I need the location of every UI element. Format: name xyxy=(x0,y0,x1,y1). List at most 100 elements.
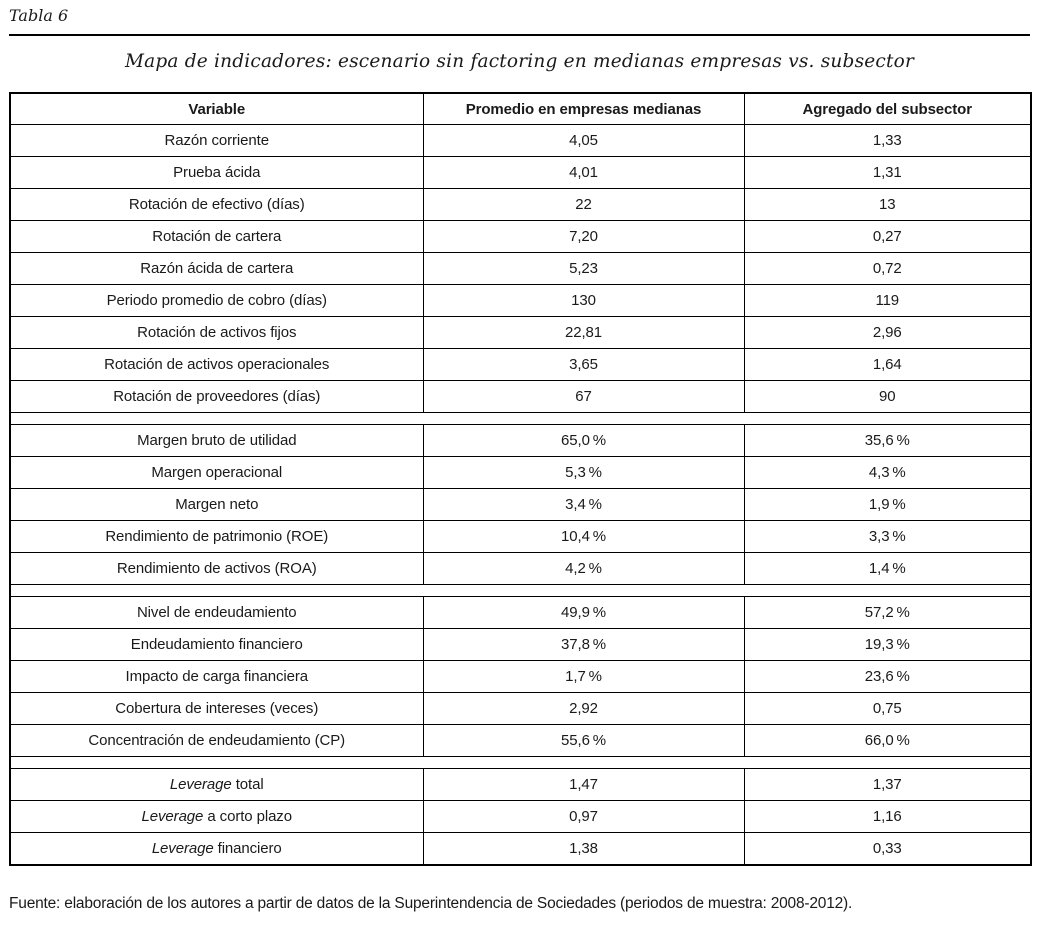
table-row: Periodo promedio de cobro (días) 130 119 xyxy=(9,284,1032,317)
subsector-value-cell: 1,9 % xyxy=(743,488,1032,521)
header-row: Variable Promedio en empresas medianas A… xyxy=(9,92,1032,125)
subsector-value-cell: 13 xyxy=(743,188,1032,221)
medianas-value-cell: 55,6 % xyxy=(422,724,745,757)
table-row: Concentración de endeudamiento (CP) 55,6 … xyxy=(9,724,1032,757)
table-row: Rendimiento de activos (ROA) 4,2 % 1,4 % xyxy=(9,552,1032,585)
subsector-value-cell: 1,33 xyxy=(743,124,1032,157)
variable-cell: Leverage a corto plazo xyxy=(9,800,424,833)
column-header-medianas: Promedio en empresas medianas xyxy=(422,92,745,125)
variable-cell: Impacto de carga financiera xyxy=(9,660,424,693)
variable-cell: Rotación de efectivo (días) xyxy=(9,188,424,221)
subsector-value-cell: 19,3 % xyxy=(743,628,1032,661)
medianas-value-cell: 22 xyxy=(422,188,745,221)
table-row: Cobertura de intereses (veces) 2,92 0,75 xyxy=(9,692,1032,725)
table-row: Leverage a corto plazo 0,97 1,16 xyxy=(9,800,1032,833)
variable-cell: Endeudamiento financiero xyxy=(9,628,424,661)
medianas-value-cell: 65,0 % xyxy=(422,424,745,457)
medianas-value-cell: 130 xyxy=(422,284,745,317)
variable-cell: Rendimiento de patrimonio (ROE) xyxy=(9,520,424,553)
variable-cell: Concentración de endeudamiento (CP) xyxy=(9,724,424,757)
subsector-value-cell: 1,64 xyxy=(743,348,1032,381)
variable-cell: Cobertura de intereses (veces) xyxy=(9,692,424,725)
variable-cell: Razón ácida de cartera xyxy=(9,252,424,285)
table-row: Razón corriente 4,05 1,33 xyxy=(9,124,1032,157)
subsector-value-cell: 2,96 xyxy=(743,316,1032,349)
table-row: Margen neto 3,4 % 1,9 % xyxy=(9,488,1032,521)
table-row: Rotación de activos fijos 22,81 2,96 xyxy=(9,316,1032,349)
variable-cell: Rotación de proveedores (días) xyxy=(9,380,424,413)
subsector-value-cell: 0,72 xyxy=(743,252,1032,285)
table-title: Mapa de indicadores: escenario sin facto… xyxy=(125,51,914,72)
header-rule xyxy=(9,34,1030,36)
group-separator-cell xyxy=(9,756,1032,769)
subsector-value-cell: 1,31 xyxy=(743,156,1032,189)
subsector-value-cell: 0,27 xyxy=(743,220,1032,253)
subsector-value-cell: 1,37 xyxy=(743,768,1032,801)
group-separator-row xyxy=(9,412,1032,425)
medianas-value-cell: 5,23 xyxy=(422,252,745,285)
medianas-value-cell: 4,2 % xyxy=(422,552,745,585)
subsector-value-cell: 119 xyxy=(743,284,1032,317)
indicators-table: Variable Promedio en empresas medianas A… xyxy=(9,92,1032,866)
subsector-value-cell: 90 xyxy=(743,380,1032,413)
table-row: Rotación de efectivo (días) 22 13 xyxy=(9,188,1032,221)
variable-cell: Rotación de activos operacionales xyxy=(9,348,424,381)
table-row: Leverage financiero 1,38 0,33 xyxy=(9,832,1032,866)
table-body: Razón corriente 4,05 1,33 Prueba ácida 4,01 1… xyxy=(9,124,1032,866)
variable-cell: Nivel de endeudamiento xyxy=(9,596,424,629)
group-separator-row xyxy=(9,756,1032,769)
subsector-value-cell: 35,6 % xyxy=(743,424,1032,457)
subsector-value-cell: 23,6 % xyxy=(743,660,1032,693)
table-row: Rotación de activos operacionales 3,65 1,6… xyxy=(9,348,1032,381)
variable-cell: Margen neto xyxy=(9,488,424,521)
medianas-value-cell: 1,47 xyxy=(422,768,745,801)
table-row: Margen bruto de utilidad 65,0 % 35,6 % xyxy=(9,424,1032,457)
table-row: Rotación de proveedores (días) 67 90 xyxy=(9,380,1032,413)
table-row: Rotación de cartera 7,20 0,27 xyxy=(9,220,1032,253)
medianas-value-cell: 2,92 xyxy=(422,692,745,725)
variable-cell: Margen operacional xyxy=(9,456,424,489)
medianas-value-cell: 7,20 xyxy=(422,220,745,253)
variable-cell: Prueba ácida xyxy=(9,156,424,189)
table-number-label: Tabla 6 xyxy=(9,6,69,25)
medianas-value-cell: 37,8 % xyxy=(422,628,745,661)
subsector-value-cell: 66,0 % xyxy=(743,724,1032,757)
column-header-variable: Variable xyxy=(9,92,424,125)
medianas-value-cell: 5,3 % xyxy=(422,456,745,489)
variable-cell: Rotación de cartera xyxy=(9,220,424,253)
subsector-value-cell: 0,75 xyxy=(743,692,1032,725)
group-separator-cell xyxy=(9,584,1032,597)
table-row: Prueba ácida 4,01 1,31 xyxy=(9,156,1032,189)
subsector-value-cell: 4,3 % xyxy=(743,456,1032,489)
table-row: Leverage total 1,47 1,37 xyxy=(9,768,1032,801)
table-row: Rendimiento de patrimonio (ROE) 10,4 % 3,3… xyxy=(9,520,1032,553)
table-row: Razón ácida de cartera 5,23 0,72 xyxy=(9,252,1032,285)
subsector-value-cell: 0,33 xyxy=(743,832,1032,866)
table-row: Endeudamiento financiero 37,8 % 19,3 % xyxy=(9,628,1032,661)
variable-cell: Periodo promedio de cobro (días) xyxy=(9,284,424,317)
group-separator-row xyxy=(9,584,1032,597)
variable-cell: Leverage total xyxy=(9,768,424,801)
medianas-value-cell: 67 xyxy=(422,380,745,413)
medianas-value-cell: 22,81 xyxy=(422,316,745,349)
variable-cell: Razón corriente xyxy=(9,124,424,157)
variable-cell: Rendimiento de activos (ROA) xyxy=(9,552,424,585)
medianas-value-cell: 0,97 xyxy=(422,800,745,833)
group-separator-cell xyxy=(9,412,1032,425)
medianas-value-cell: 3,65 xyxy=(422,348,745,381)
medianas-value-cell: 4,01 xyxy=(422,156,745,189)
variable-cell: Margen bruto de utilidad xyxy=(9,424,424,457)
medianas-value-cell: 1,7 % xyxy=(422,660,745,693)
medianas-value-cell: 3,4 % xyxy=(422,488,745,521)
subsector-value-cell: 1,16 xyxy=(743,800,1032,833)
table-row: Impacto de carga financiera 1,7 % 23,6 % xyxy=(9,660,1032,693)
subsector-value-cell: 1,4 % xyxy=(743,552,1032,585)
medianas-value-cell: 10,4 % xyxy=(422,520,745,553)
subsector-value-cell: 3,3 % xyxy=(743,520,1032,553)
table-row: Nivel de endeudamiento 49,9 % 57,2 % xyxy=(9,596,1032,629)
subsector-value-cell: 57,2 % xyxy=(743,596,1032,629)
medianas-value-cell: 49,9 % xyxy=(422,596,745,629)
source-note: Fuente: elaboración de los autores a par… xyxy=(9,895,853,912)
variable-cell: Leverage financiero xyxy=(9,832,424,866)
